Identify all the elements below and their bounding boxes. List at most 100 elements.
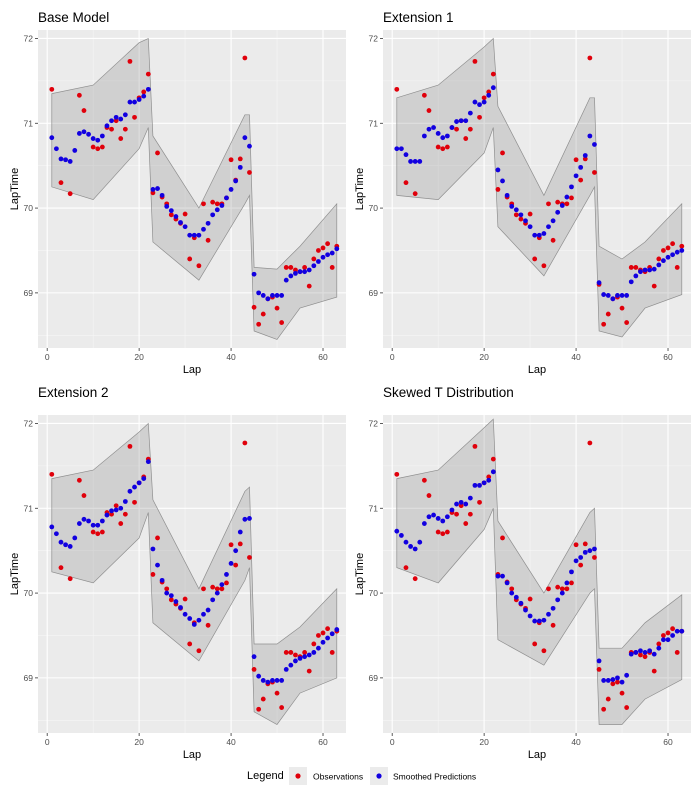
observation-point	[127, 443, 133, 449]
smoothed-prediction-point	[582, 549, 588, 555]
x-tick-label: 40	[571, 352, 581, 362]
smoothed-prediction-point	[334, 246, 340, 252]
x-axis-label: Lap	[183, 364, 201, 376]
observation-point	[651, 283, 657, 289]
observation-point	[256, 321, 262, 327]
smoothed-prediction-point	[628, 279, 634, 285]
smoothed-prediction-point	[486, 477, 492, 483]
plot-background	[383, 30, 691, 348]
y-axis-label: LapTime	[9, 168, 21, 210]
y-tick-label: 72	[24, 33, 34, 43]
observation-point	[99, 529, 105, 535]
smoothed-prediction-point	[587, 548, 593, 554]
smoothed-prediction-point	[155, 562, 160, 568]
smoothed-prediction-point	[150, 546, 156, 552]
smoothed-prediction-point	[500, 573, 505, 579]
observation-point	[122, 511, 128, 517]
smoothed-prediction-point	[302, 269, 308, 275]
smoothed-prediction-point	[477, 482, 482, 488]
observation-point	[596, 667, 602, 672]
y-tick-label: 69	[369, 673, 379, 683]
smoothed-prediction-point	[53, 146, 59, 152]
smoothed-prediction-point	[104, 512, 110, 518]
smoothed-prediction-point	[168, 208, 174, 214]
observation-point	[569, 195, 574, 201]
smoothed-prediction-point	[504, 192, 510, 198]
y-axis-label: LapTime	[9, 553, 21, 595]
smoothed-prediction-point	[431, 512, 436, 518]
observation-point	[306, 668, 312, 674]
observation-point	[145, 71, 151, 77]
observation-point	[242, 55, 248, 61]
observation-point	[486, 474, 492, 480]
smoothed-prediction-point	[173, 214, 179, 219]
smoothed-prediction-point	[467, 110, 473, 116]
observation-point	[150, 190, 156, 196]
smoothed-prediction-point	[187, 232, 193, 238]
smoothed-prediction-point	[426, 514, 432, 520]
smoothed-prediction-point	[228, 187, 234, 192]
smoothed-prediction-point	[274, 293, 280, 298]
x-tick-label: 0	[45, 737, 50, 747]
smoothed-prediction-point	[573, 173, 579, 179]
observation-point	[320, 630, 326, 636]
smoothed-prediction-point	[642, 650, 648, 655]
smoothed-prediction-point	[587, 133, 593, 139]
smoothed-prediction-point	[237, 164, 243, 170]
smoothed-prediction-point	[633, 273, 639, 279]
smoothed-prediction-point	[408, 544, 413, 549]
observation-point	[288, 650, 294, 655]
y-axis-label: LapTime	[354, 168, 366, 210]
smoothed-prediction-point	[141, 93, 147, 99]
observation-point	[463, 521, 469, 526]
smoothed-prediction-point	[302, 654, 308, 660]
smoothed-prediction-point	[279, 293, 285, 298]
smoothed-prediction-point	[279, 678, 285, 683]
observation-point	[99, 144, 105, 150]
observation-point	[302, 650, 308, 655]
smoothed-prediction-point	[122, 499, 128, 504]
smoothed-prediction-point	[219, 582, 225, 587]
smoothed-prediction-point	[615, 675, 620, 681]
prediction-interval-band	[396, 418, 683, 725]
smoothed-prediction-point	[523, 218, 528, 224]
smoothed-prediction-point	[316, 259, 321, 264]
smoothed-prediction-point	[320, 639, 326, 645]
y-tick-label: 69	[24, 673, 34, 683]
smoothed-prediction-point	[661, 637, 666, 643]
observation-point	[237, 541, 243, 547]
observation-point	[624, 320, 630, 325]
smoothed-prediction-point	[81, 129, 87, 135]
smoothed-prediction-point	[417, 159, 423, 164]
smoothed-prediction-point	[679, 628, 685, 634]
smoothed-prediction-point	[495, 573, 501, 579]
observation-point	[150, 572, 156, 577]
smoothed-prediction-point	[201, 226, 206, 232]
smoothed-prediction-point	[136, 97, 142, 102]
smoothed-prediction-point	[651, 651, 657, 657]
observation-point	[490, 71, 496, 77]
smoothed-prediction-point	[532, 618, 538, 624]
observation-point	[665, 630, 671, 636]
observation-point	[444, 144, 450, 150]
observation-point	[260, 311, 266, 317]
x-tick-label: 60	[318, 737, 328, 747]
observation-point	[541, 263, 547, 269]
observation-point	[67, 191, 73, 197]
smoothed-prediction-point	[527, 613, 533, 619]
observation-point	[527, 596, 533, 602]
observation-point	[481, 95, 487, 101]
y-tick-label: 72	[24, 418, 34, 428]
smoothed-prediction-point	[265, 296, 271, 302]
smoothed-prediction-point	[118, 505, 124, 511]
smoothed-prediction-point	[509, 590, 515, 596]
smoothed-prediction-point	[647, 267, 653, 273]
smoothed-prediction-point	[150, 187, 156, 192]
legend-title: Legend	[247, 770, 284, 782]
observation-point	[196, 263, 202, 269]
observation-point	[679, 243, 685, 249]
panel-title: Base Model	[38, 10, 109, 25]
panel-skewed-t-distribution: Skewed T Distribution 0 20 40 60 69 70 71 72 Lap L…	[354, 385, 691, 761]
observation-point	[196, 648, 202, 654]
smoothed-prediction-point	[573, 558, 579, 564]
